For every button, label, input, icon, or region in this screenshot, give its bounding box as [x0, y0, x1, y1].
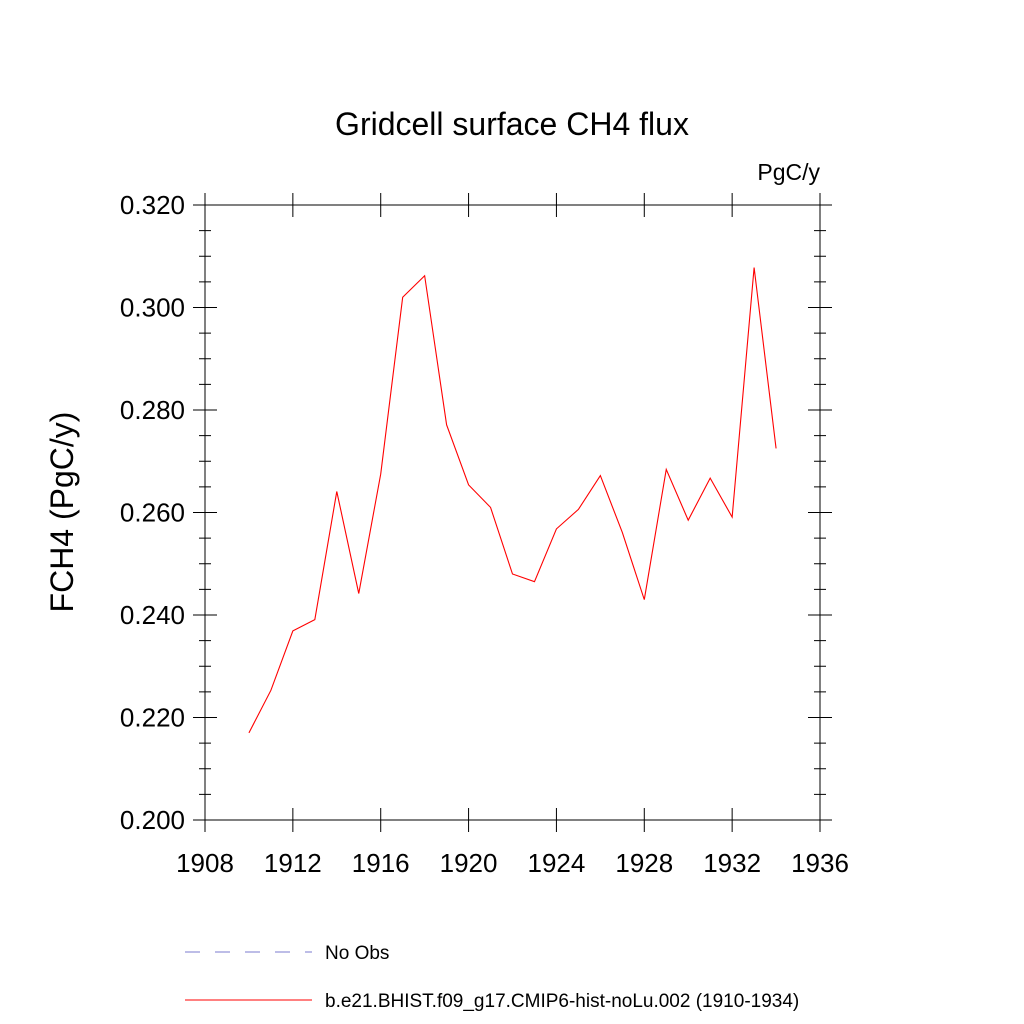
legend-label: No Obs — [325, 943, 389, 964]
x-tick-label: 1912 — [264, 848, 322, 878]
chart-title: Gridcell surface CH4 flux — [335, 106, 689, 142]
x-tick-label: 1920 — [440, 848, 498, 878]
legend-label: b.e21.BHIST.f09_g17.CMIP6-hist-noLu.002 … — [325, 991, 799, 1012]
y-tick-label: 0.280 — [120, 395, 185, 425]
y-tick-label: 0.300 — [120, 293, 185, 323]
plot-frame — [204, 204, 821, 821]
x-tick-label: 1928 — [615, 848, 673, 878]
y-tick-label: 0.240 — [120, 600, 185, 630]
y-tick-label: 0.260 — [120, 498, 185, 528]
series-line — [248, 267, 777, 734]
y-axis-ticks: 0.200 0.220 0.240 0.260 0.280 0.300 0.320 — [120, 190, 832, 835]
x-tick-label: 1924 — [528, 848, 586, 878]
x-tick-label: 1908 — [176, 848, 234, 878]
series-layer — [248, 267, 777, 734]
x-axis-ticks: 1908 1912 1916 1920 1924 1928 1932 1936 — [176, 193, 849, 878]
x-tick-label: 1936 — [791, 848, 849, 878]
units-label: PgC/y — [757, 159, 820, 185]
x-tick-label: 1932 — [703, 848, 761, 878]
y-tick-label: 0.320 — [120, 190, 185, 220]
y-axis-label: FCH4 (PgC/y) — [44, 412, 80, 613]
y-tick-label: 0.200 — [120, 805, 185, 835]
x-tick-label: 1916 — [352, 848, 410, 878]
y-tick-label: 0.220 — [120, 703, 185, 733]
legend: No Obs b.e21.BHIST.f09_g17.CMIP6-hist-noL… — [185, 943, 799, 1012]
